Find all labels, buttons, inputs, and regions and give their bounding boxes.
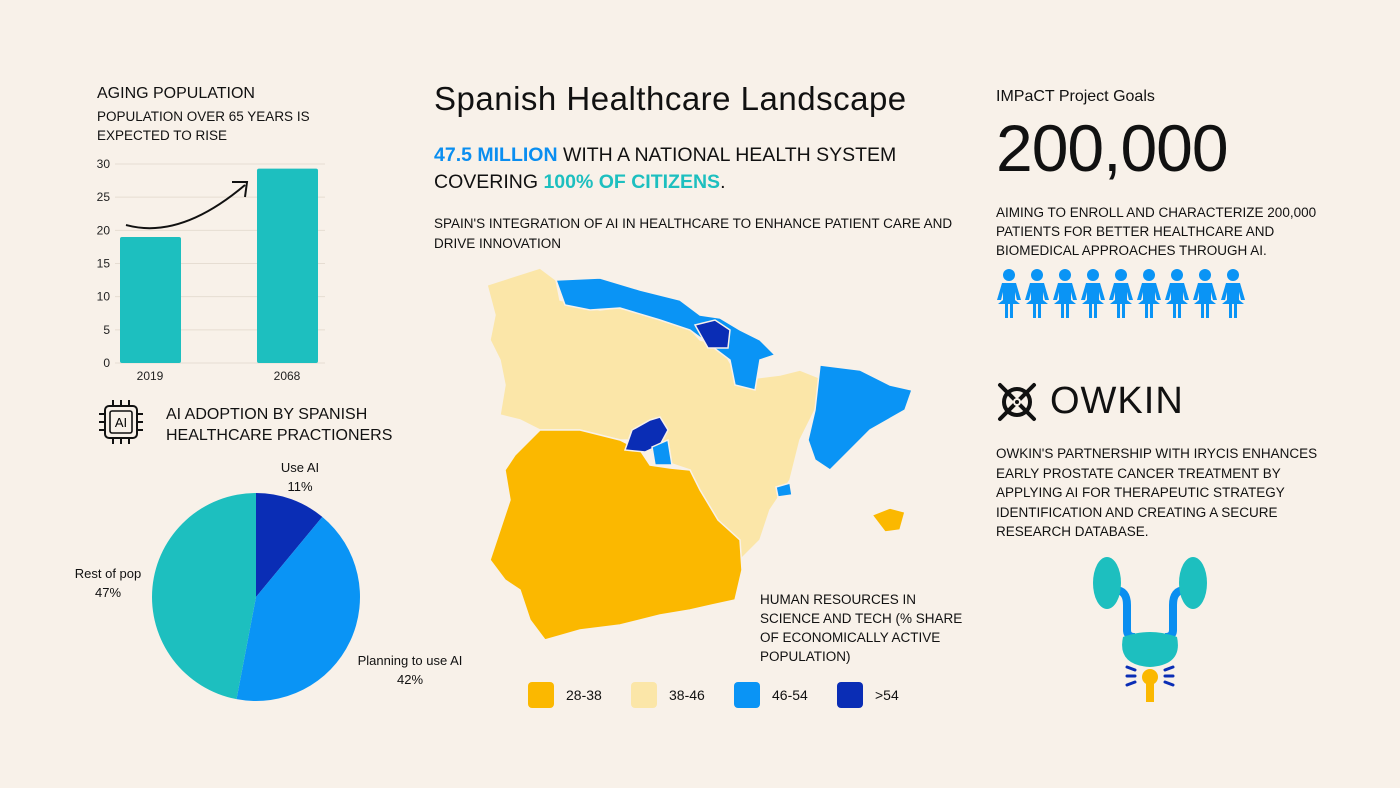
region-madrid [623,416,669,453]
person-icon [1081,269,1105,318]
y-tick-label: 0 [103,356,110,370]
pie-chart: Use AI 11% Rest of pop 47% Planning to use… [40,450,480,720]
aging-title: AGING POPULATION [97,85,255,102]
x-tick-label: 2068 [274,369,301,383]
pie-label-rest: Rest of pop 47% [74,566,142,600]
region-south-west [489,429,743,641]
region-balearic [870,507,906,533]
person-icon [1193,269,1217,318]
svg-text:AI: AI [115,415,127,430]
map-title: HUMAN RESOURCES IN SCIENCE AND TECH (% S… [760,592,963,664]
y-tick-label: 15 [97,257,111,271]
owkin-logo-icon [998,382,1036,421]
person-icon [997,269,1021,318]
person-icon [1165,269,1189,318]
ai-adoption-title: AI ADOPTION BY SPANISH HEALTHCARE PRACTI… [166,406,393,444]
goals-text: AIMING TO ENROLL AND CHARACTERIZE 200,00… [996,205,1317,258]
pie-slice-use-ai [256,493,323,597]
headline: 47.5 MILLION WITH A NATIONAL HEALTH SYST… [434,144,897,193]
y-tick-label: 30 [97,157,111,171]
rising-arrow-icon [125,184,246,230]
region-north-coast [554,277,777,391]
region-valencia-islet [775,482,793,498]
goals-title: IMPaCT Project Goals [996,88,1155,105]
person-icon [1025,269,1049,318]
page-title: Spanish Healthcare Landscape [434,80,907,117]
aging-subtitle: POPULATION OVER 65 YEARS IS EXPECTED TO … [97,109,310,143]
pie-label-use-ai: Use AI 11% [280,460,320,494]
bar-chart: 0 5 10 15 20 25 30 2019 2068 [97,157,325,383]
owkin-wordmark: OWKIN [1050,380,1184,422]
people-row [996,268,1246,318]
region-madrid-inner [651,438,673,466]
person-icon [1137,269,1161,318]
owkin-text: OWKIN'S PARTNERSHIP WITH IRYCIS ENHANCES… [996,446,1318,539]
pie-slice-planning-to-use-ai [236,516,360,701]
arrow-head [232,181,249,198]
y-tick-label: 25 [97,190,111,204]
person-icon [1053,269,1077,318]
y-tick-label: 10 [97,290,111,304]
urinary-system-icon [1093,557,1207,702]
owkin-logo: OWKIN [996,380,1184,423]
region-basque [693,319,731,349]
legend-item: 46-54 [734,682,837,708]
legend-item: >54 [837,682,940,708]
pie-label-planning: Planning to use AI 42% [357,653,463,687]
bar-2019 [120,236,181,363]
y-tick-label: 5 [103,323,110,337]
goals-number: 200,000 [996,111,1229,185]
map-legend: 28-38 38-46 46-54 >54 [528,682,940,708]
integration-text: SPAIN'S INTEGRATION OF AI IN HEALTHCARE … [434,216,953,251]
spain-map [486,267,913,641]
region-catalonia-valencia [807,364,913,471]
person-icon [1221,269,1245,318]
bar-2068 [257,168,318,363]
y-tick-label: 20 [97,223,111,237]
ai-chip-icon: AI [99,400,143,444]
person-icon [1109,269,1133,318]
legend-item: 38-46 [631,682,734,708]
x-tick-label: 2019 [137,369,164,383]
pie-slice-rest-of-pop [151,493,256,700]
legend-item: 28-38 [528,682,631,708]
